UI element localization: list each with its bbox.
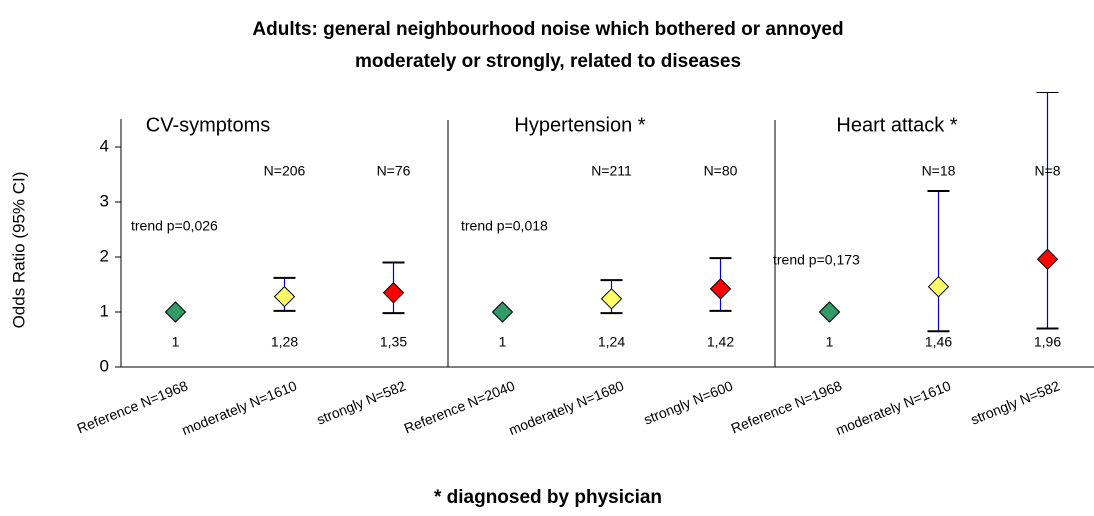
marker — [927, 275, 950, 298]
value-label: 1,28 — [271, 334, 298, 350]
y-tick-label: 2 — [100, 246, 109, 265]
n-label: N=18 — [922, 163, 956, 179]
marker — [600, 288, 623, 310]
x-tick-label: strongly N=582 — [314, 377, 408, 427]
trend-label: trend p=0,026 — [131, 218, 218, 234]
n-label: N=206 — [264, 163, 306, 179]
y-axis-label: Odds Ratio (95% CI) — [9, 172, 28, 329]
x-tick-label: moderately N=1610 — [833, 377, 953, 438]
x-tick-label: strongly N=600 — [641, 377, 735, 427]
y-tick-label: 1 — [100, 301, 109, 320]
x-tick-label: moderately N=1680 — [506, 377, 626, 438]
group-title: Hypertension * — [514, 114, 645, 136]
group-title: Heart attack * — [836, 114, 957, 136]
y-tick-label: 3 — [100, 191, 109, 210]
marker — [164, 301, 187, 323]
x-tick-label: strongly N=582 — [968, 377, 1062, 427]
value-label: 1 — [499, 334, 507, 350]
x-tick-label: Reference N=1968 — [75, 377, 191, 436]
n-label: N=76 — [377, 163, 411, 179]
y-tick-label: 0 — [100, 356, 109, 375]
value-label: 1,46 — [925, 334, 952, 350]
n-label: N=211 — [591, 163, 632, 179]
x-tick-label: moderately N=1610 — [179, 377, 299, 438]
marker — [491, 301, 514, 323]
value-label: 1,35 — [380, 334, 407, 350]
value-label: 1,24 — [598, 334, 625, 350]
value-label: 1 — [826, 334, 834, 350]
group-title: CV-symptoms — [146, 114, 270, 136]
value-label: 1,96 — [1034, 334, 1061, 350]
marker — [709, 278, 732, 300]
trend-label: trend p=0,173 — [773, 252, 860, 268]
y-tick-label: 4 — [100, 136, 109, 155]
trend-label: trend p=0,018 — [461, 218, 548, 234]
x-tick-label: Reference N=2040 — [402, 377, 518, 436]
value-label: 1,42 — [707, 334, 734, 350]
n-label: N=80 — [704, 163, 738, 179]
value-label: 1 — [172, 334, 180, 350]
marker — [1036, 248, 1059, 270]
plot-area — [164, 92, 1059, 333]
chart-title: Adults: general neighbourhood noise whic… — [252, 19, 843, 40]
n-label: N=8 — [1034, 163, 1060, 179]
footnote: * diagnosed by physician — [434, 487, 662, 508]
chart-title: moderately or strongly, related to disea… — [355, 51, 741, 72]
x-tick-label: Reference N=1968 — [729, 377, 845, 436]
marker — [818, 301, 841, 323]
marker — [382, 282, 405, 304]
marker — [273, 285, 296, 308]
